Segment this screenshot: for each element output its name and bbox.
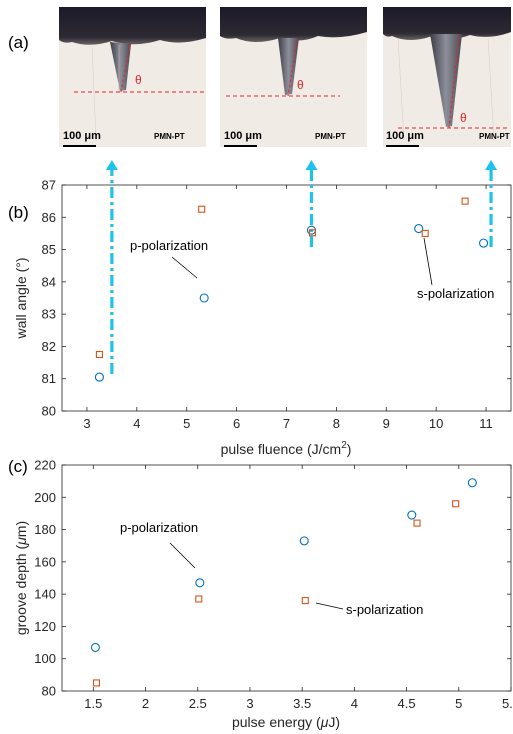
b-y-tick-label: 86 xyxy=(42,210,56,225)
material-label-1: PMN-PT xyxy=(154,132,185,141)
c-y-tick-label: 220 xyxy=(34,458,56,473)
b-point-square xyxy=(461,197,469,205)
c-point-circle xyxy=(407,510,417,520)
plot-area-c xyxy=(61,464,512,692)
b-y-tick-label: 80 xyxy=(42,404,56,419)
b-x-tick-label: 3 xyxy=(83,416,90,431)
b-y-tick-label: 87 xyxy=(42,178,56,193)
theta-label-3: θ xyxy=(460,111,467,125)
micrograph-arrow-head xyxy=(305,160,318,170)
b-point-circle xyxy=(94,372,104,382)
c-annotation-label: p-polarization xyxy=(120,520,198,535)
c-point-square xyxy=(301,597,309,605)
c-annotation-leader xyxy=(315,602,344,610)
c-x-tick-label: 4 xyxy=(351,696,358,711)
b-annotation-label: s-polarization xyxy=(417,286,494,301)
b-y-tick-label: 84 xyxy=(42,274,56,289)
theta-label-2: θ xyxy=(297,78,304,92)
c-x-tick-label: 1.5 xyxy=(84,696,102,711)
b-point-square xyxy=(421,229,429,237)
b-point-circle xyxy=(479,238,489,248)
c-y-tick-label: 100 xyxy=(34,651,56,666)
c-point-square xyxy=(413,519,421,527)
x-axis-label-c: pulse energy (μJ) xyxy=(232,714,340,730)
c-annotation-label: s-polarization xyxy=(346,602,423,617)
c-x-tick-label: 5.5 xyxy=(502,696,513,711)
b-x-tick-label: 4 xyxy=(133,416,140,431)
c-point-circle xyxy=(467,478,477,488)
c-y-tick-label: 180 xyxy=(34,522,56,537)
b-x-tick-label: 9 xyxy=(383,416,390,431)
c-point-circle xyxy=(90,642,100,652)
b-x-tick-label: 8 xyxy=(333,416,340,431)
c-x-tick-label: 3 xyxy=(246,696,253,711)
micrograph-2: θ 100 μm PMN-PT xyxy=(220,7,367,147)
micrograph-arrow-head xyxy=(105,160,118,170)
y-axis-label-c: groove depth (μm) xyxy=(13,521,29,635)
b-x-tick-label: 10 xyxy=(429,416,443,431)
micrograph-3: θ 100 μm PMN-PT xyxy=(383,7,511,147)
panel-label-a: (a) xyxy=(8,33,29,52)
c-x-tick-label: 3.5 xyxy=(293,696,311,711)
c-y-tick-label: 160 xyxy=(34,554,56,569)
material-label-2: PMN-PT xyxy=(315,132,346,141)
b-annotation-leader xyxy=(423,237,433,286)
b-annotation-leader xyxy=(171,256,198,279)
scale-bar-label-1: 100 μm xyxy=(63,130,101,142)
chart-groove-depth: 1.5 2 2.5 3 3.5 4 4.5 5 5.5 80 100 120 140 160 180 200 2… xyxy=(13,458,513,731)
scale-bar-label-2: 100 μm xyxy=(224,130,262,142)
b-x-tick-label: 11 xyxy=(479,416,493,431)
b-point-circle xyxy=(414,224,424,234)
c-point-square xyxy=(195,595,203,603)
b-point-square xyxy=(95,350,103,359)
b-y-tick-label: 83 xyxy=(42,307,56,322)
b-y-tick-label: 82 xyxy=(42,339,56,354)
c-annotation-leader xyxy=(169,542,196,569)
micrograph-1: θ 100 μm PMN-PT xyxy=(59,7,206,147)
b-x-tick-label: 7 xyxy=(283,416,290,431)
scale-bar-label-3: 100 μm xyxy=(386,130,424,142)
b-x-tick-label: 5 xyxy=(183,416,190,431)
c-point-square xyxy=(92,679,101,687)
b-point-circle xyxy=(199,293,209,303)
y-axis-label-b: wall angle (°) xyxy=(13,257,29,339)
plot-area-b xyxy=(61,184,512,412)
b-x-tick-label: 6 xyxy=(233,416,240,431)
c-x-tick-label: 2 xyxy=(142,696,149,711)
panel-label-b: (b) xyxy=(8,203,29,222)
c-point-circle xyxy=(195,578,205,588)
b-point-square xyxy=(198,205,206,213)
c-x-tick-label: 2.5 xyxy=(189,696,207,711)
c-point-circle xyxy=(299,536,309,546)
material-label-3: PMN-PT xyxy=(479,132,510,141)
c-x-tick-label: 4.5 xyxy=(398,696,416,711)
b-y-tick-label: 81 xyxy=(42,371,56,386)
micrograph-arrow-head xyxy=(485,160,498,170)
c-point-square xyxy=(452,500,460,508)
chart-wall-angle: 3 4 5 6 7 8 9 10 11 80 81 82 83 84 85 86 87 p-polarizati… xyxy=(13,160,512,457)
c-y-tick-label: 200 xyxy=(34,490,56,505)
c-y-tick-label: 120 xyxy=(34,619,56,634)
c-x-tick-label: 5 xyxy=(455,696,462,711)
theta-label-1: θ xyxy=(135,73,142,87)
b-annotation-label: p-polarization xyxy=(130,238,208,253)
panel-label-c: (c) xyxy=(8,457,28,476)
c-y-tick-label: 80 xyxy=(42,684,56,699)
b-point-square xyxy=(308,229,316,237)
x-axis-label-b: pulse fluence (J/cm2) xyxy=(221,440,352,457)
c-y-tick-label: 140 xyxy=(34,587,56,602)
b-y-tick-label: 85 xyxy=(42,242,56,257)
